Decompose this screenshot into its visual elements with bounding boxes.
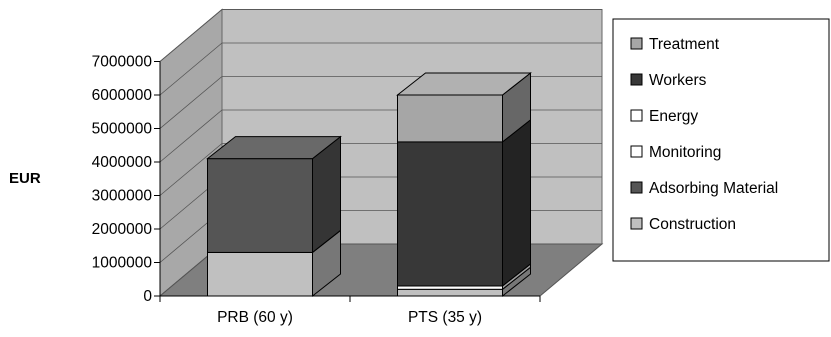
legend-entry: Adsorbing Material xyxy=(649,180,778,197)
legend-swatch xyxy=(630,109,643,122)
bar-top-adsorbing-material xyxy=(206,136,342,160)
y-tick-label: 3000000 xyxy=(92,188,153,205)
legend-box xyxy=(612,18,830,262)
gridline xyxy=(159,9,602,62)
x-category-label: PRB (60 y) xyxy=(217,309,293,326)
legend-entry: Energy xyxy=(649,108,698,125)
bars xyxy=(206,71,532,298)
legend-swatch xyxy=(630,73,643,86)
y-axis-label: EUR xyxy=(9,170,41,187)
legend-entry: Construction xyxy=(649,216,736,233)
y-axis: 0 1000000 2000000 3000000 4000000 5000000 6000… xyxy=(92,54,161,305)
legend-entry: Treatment xyxy=(649,36,720,53)
bar-side-workers xyxy=(502,118,531,287)
y-tick-label: 2000000 xyxy=(92,221,153,238)
bar-segment-workers xyxy=(397,141,503,287)
bar-stack xyxy=(396,71,532,298)
bar-segment-monitoring xyxy=(397,285,503,290)
legend-swatch xyxy=(630,145,643,158)
y-tick-label: 0 xyxy=(143,288,152,305)
legend-swatch xyxy=(630,217,643,230)
y-tick-label: 7000000 xyxy=(92,54,153,71)
gridline xyxy=(159,42,602,96)
legend-swatch xyxy=(630,181,643,194)
bar-stack xyxy=(206,135,342,298)
bar-segment-construction xyxy=(207,251,313,297)
bar-segment-treatment xyxy=(397,94,503,143)
legend-entry: Workers xyxy=(649,72,707,89)
legend-entry: Monitoring xyxy=(649,144,721,161)
y-tick-label: 4000000 xyxy=(92,154,153,171)
x-category-label: PTS (35 y) xyxy=(408,309,482,326)
y-tick-label: 6000000 xyxy=(92,87,153,104)
legend-swatch xyxy=(630,37,643,50)
bar-segment-adsorbing-material xyxy=(207,158,313,253)
y-tick-label: 1000000 xyxy=(92,255,153,272)
x-axis: PRB (60 y) PTS (35 y) xyxy=(159,295,541,326)
bar-segment-construction xyxy=(397,288,503,297)
legend: Treatment Workers Energy Monitoring Adsorbin… xyxy=(612,18,830,262)
y-tick-label: 5000000 xyxy=(92,121,153,138)
bar-top-treatment xyxy=(396,72,532,96)
